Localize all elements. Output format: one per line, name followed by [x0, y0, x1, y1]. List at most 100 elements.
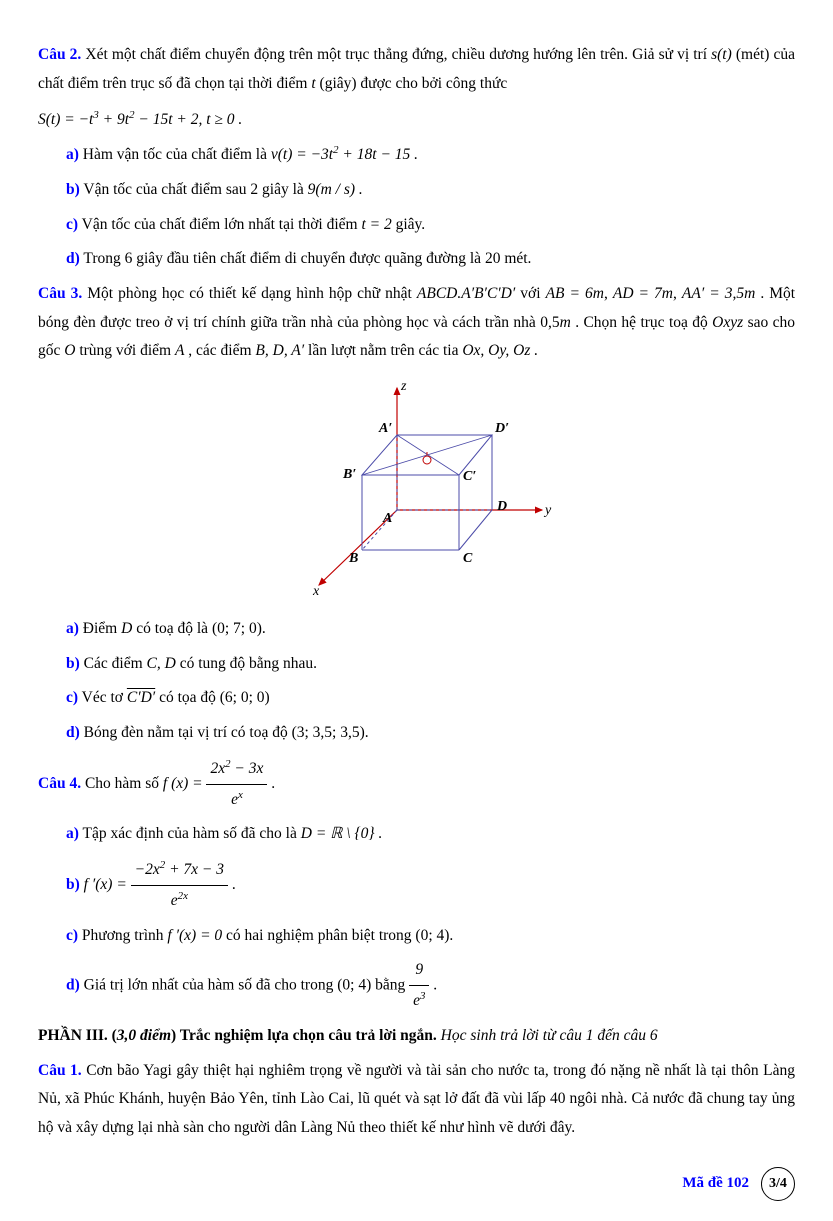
q3-a-d: D — [121, 620, 132, 637]
q2-opt-d: d) Trong 6 giây đầu tiên chất điểm di ch… — [66, 245, 795, 274]
q3-sep2: , — [673, 285, 682, 302]
q3-t6: trùng với điểm — [79, 342, 175, 359]
q4-c-text: Phương trình — [82, 927, 168, 944]
q4-b-fx: f ′(x) = — [84, 876, 127, 893]
q3-aa: AA′ = 3,5m — [682, 285, 755, 302]
q3-label: Câu 3. — [38, 285, 82, 302]
q3-opt-a: a) Điểm D có toạ độ là (0; 7; 0). — [66, 615, 795, 644]
q3-t2: với — [520, 285, 545, 302]
q4-a-text: Tập xác định của hàm số đã cho là — [83, 825, 301, 842]
svg-text:z: z — [400, 380, 407, 394]
q4-fx: f (x) = — [163, 775, 203, 792]
part3-title: ) Trắc nghiệm lựa chọn câu trả lời ngắn. — [171, 1027, 437, 1044]
q3-t8: lần lượt nằm trên các tia — [308, 342, 462, 359]
q4-c-label: c) — [66, 927, 78, 944]
svg-text:y: y — [543, 503, 552, 518]
q2-b-label: b) — [66, 181, 80, 198]
q3-sep1: , — [604, 285, 613, 302]
part3-pts: 3,0 điểm — [117, 1027, 171, 1044]
q1-text: Cơn bão Yagi gây thiệt hại nghiêm trọng … — [38, 1062, 795, 1136]
q4-d-text: Giá trị lớn nhất của hàm số đã cho trong… — [84, 977, 409, 994]
q4-a-label: a) — [66, 825, 79, 842]
q2-formula: S(t) = −t3 + 9t2 − 15t + 2, t ≥ 0 . — [38, 104, 795, 134]
exam-code: Mã đề 102 — [682, 1170, 749, 1198]
q3-bda: B, D, A′ — [255, 342, 304, 359]
q4-den: ex — [206, 785, 267, 815]
q3-a-text: Điểm — [83, 620, 121, 637]
q3-m: m — [560, 314, 571, 331]
q4-b-den: e2x — [131, 886, 228, 916]
q3-box: ABCD.A′B′C′D′ — [417, 285, 515, 302]
q3-opt-b: b) Các điểm C, D có tung độ bằng nhau. — [66, 650, 795, 679]
q3-c-cd: C′D′ — [127, 689, 155, 706]
q3-b-text: Các điểm — [84, 655, 147, 672]
q3-a: A — [175, 342, 184, 359]
svg-text:x: x — [312, 584, 320, 599]
q1-label: Câu 1. — [38, 1062, 82, 1079]
part3-instr: Học sinh trả lời từ câu 1 đến câu 6 — [441, 1027, 658, 1044]
q3-t7: , các điểm — [188, 342, 255, 359]
q3-d-text: Bóng đèn nằm tại vị trí có toạ độ (3; 3,… — [84, 724, 369, 741]
q2-tvar: t — [311, 75, 315, 92]
q2-t1: Xét một chất điểm chuyển động trên một t… — [85, 46, 711, 63]
box-diagram-svg: z y x A′ D′ B′ C′ A — [277, 380, 557, 605]
q3-c-text: Véc tơ — [82, 689, 127, 706]
q3-figure: z y x A′ D′ B′ C′ A — [38, 380, 795, 605]
q2-t3: (giây) được cho bởi công thức — [320, 75, 508, 92]
q3-a-label: a) — [66, 620, 79, 637]
q2-opt-c: c) Vận tốc của chất điểm lớn nhất tại th… — [66, 211, 795, 240]
q4-num: 2x2 − 3x — [206, 754, 267, 785]
q2-a-label: a) — [66, 146, 79, 163]
q3-stem: Câu 3. Một phòng học có thiết kế dạng hì… — [38, 280, 795, 366]
svg-text:D: D — [496, 499, 507, 514]
q2-formula-text: S(t) = −t3 + 9t2 − 15t + 2, t ≥ 0 . — [38, 111, 242, 128]
q2-a-formula: v(t) = −3t2 + 18t − 15 . — [271, 146, 418, 163]
q3-opt-c: c) Véc tơ C′D′ có tọa độ (6; 0; 0) — [66, 684, 795, 713]
q3-t1: Một phòng học có thiết kế dạng hình hộp … — [87, 285, 417, 302]
svg-text:D′: D′ — [494, 421, 509, 436]
q3-ad: AD = 7m — [613, 285, 673, 302]
q3-d-label: d) — [66, 724, 80, 741]
q3-opt-d: d) Bóng đèn nằm tại vị trí có toạ độ (3;… — [66, 719, 795, 748]
q2-label: Câu 2. — [38, 46, 81, 63]
svg-text:B: B — [348, 551, 358, 566]
q3-t4: . Chọn hệ trục toạ độ — [575, 314, 712, 331]
q4-opt-c: c) Phương trình f ′(x) = 0 có hai nghiệm… — [66, 922, 795, 951]
q2-c-text: Vận tốc của chất điểm lớn nhất tại thời … — [82, 216, 362, 233]
q3-a-text2: có toạ độ là (0; 7; 0). — [136, 620, 266, 637]
q3-b-label: b) — [66, 655, 80, 672]
q4-b-num: −2x2 + 7x − 3 — [131, 855, 228, 886]
q3-ab: AB = 6m — [546, 285, 604, 302]
q4-opt-b: b) f ′(x) = −2x2 + 7x − 3 e2x . — [66, 855, 795, 916]
q4-d-num: 9 — [409, 956, 429, 986]
q4-text: Cho hàm số — [85, 775, 163, 792]
q2-a-text: Hàm vận tốc của chất điểm là — [83, 146, 271, 163]
q4-c-text2: có hai nghiệm phân biệt trong (0; 4). — [226, 927, 453, 944]
q2-st: s(t) — [711, 46, 732, 63]
q3-b-text2: có tung độ bằng nhau. — [180, 655, 317, 672]
svg-text:A: A — [382, 511, 392, 526]
q4-opt-d: d) Giá trị lớn nhất của hàm số đã cho tr… — [66, 956, 795, 1016]
q2-d-label: d) — [66, 250, 80, 267]
q3-c-label: c) — [66, 689, 78, 706]
q4-d-den: e3 — [409, 986, 429, 1016]
q4-stem: Câu 4. Cho hàm số f (x) = 2x2 − 3x ex . — [38, 754, 795, 815]
q3-oxyz: Oxyz — [712, 314, 743, 331]
q2-d-text: Trong 6 giây đầu tiên chất điểm di chuyể… — [83, 250, 531, 267]
q4-opt-a: a) Tập xác định của hàm số đã cho là D =… — [66, 820, 795, 849]
q3-c-text2: có tọa độ (6; 0; 0) — [159, 689, 270, 706]
q2-b-formula: 9(m / s) . — [308, 181, 363, 198]
q2-opt-b: b) Vận tốc của chất điểm sau 2 giây là 9… — [66, 176, 795, 205]
q4-a-d: D = ℝ \ {0} . — [301, 825, 383, 842]
svg-text:C: C — [463, 551, 473, 566]
q2-stem: Câu 2. Xét một chất điểm chuyển động trê… — [38, 41, 795, 98]
q4-b-frac: −2x2 + 7x − 3 e2x — [131, 855, 228, 916]
q3-o: O — [64, 342, 75, 359]
q2-c-formula: t = 2 — [361, 216, 391, 233]
footer: Mã đề 102 3/4 — [38, 1167, 795, 1201]
svg-text:C′: C′ — [463, 469, 476, 484]
svg-text:A′: A′ — [378, 421, 392, 436]
part3-header: PHẦN III. (3,0 điểm) Trắc nghiệm lựa chọ… — [38, 1022, 795, 1051]
page-number: 3/4 — [761, 1167, 795, 1201]
q2-c-text2: giây. — [396, 216, 426, 233]
